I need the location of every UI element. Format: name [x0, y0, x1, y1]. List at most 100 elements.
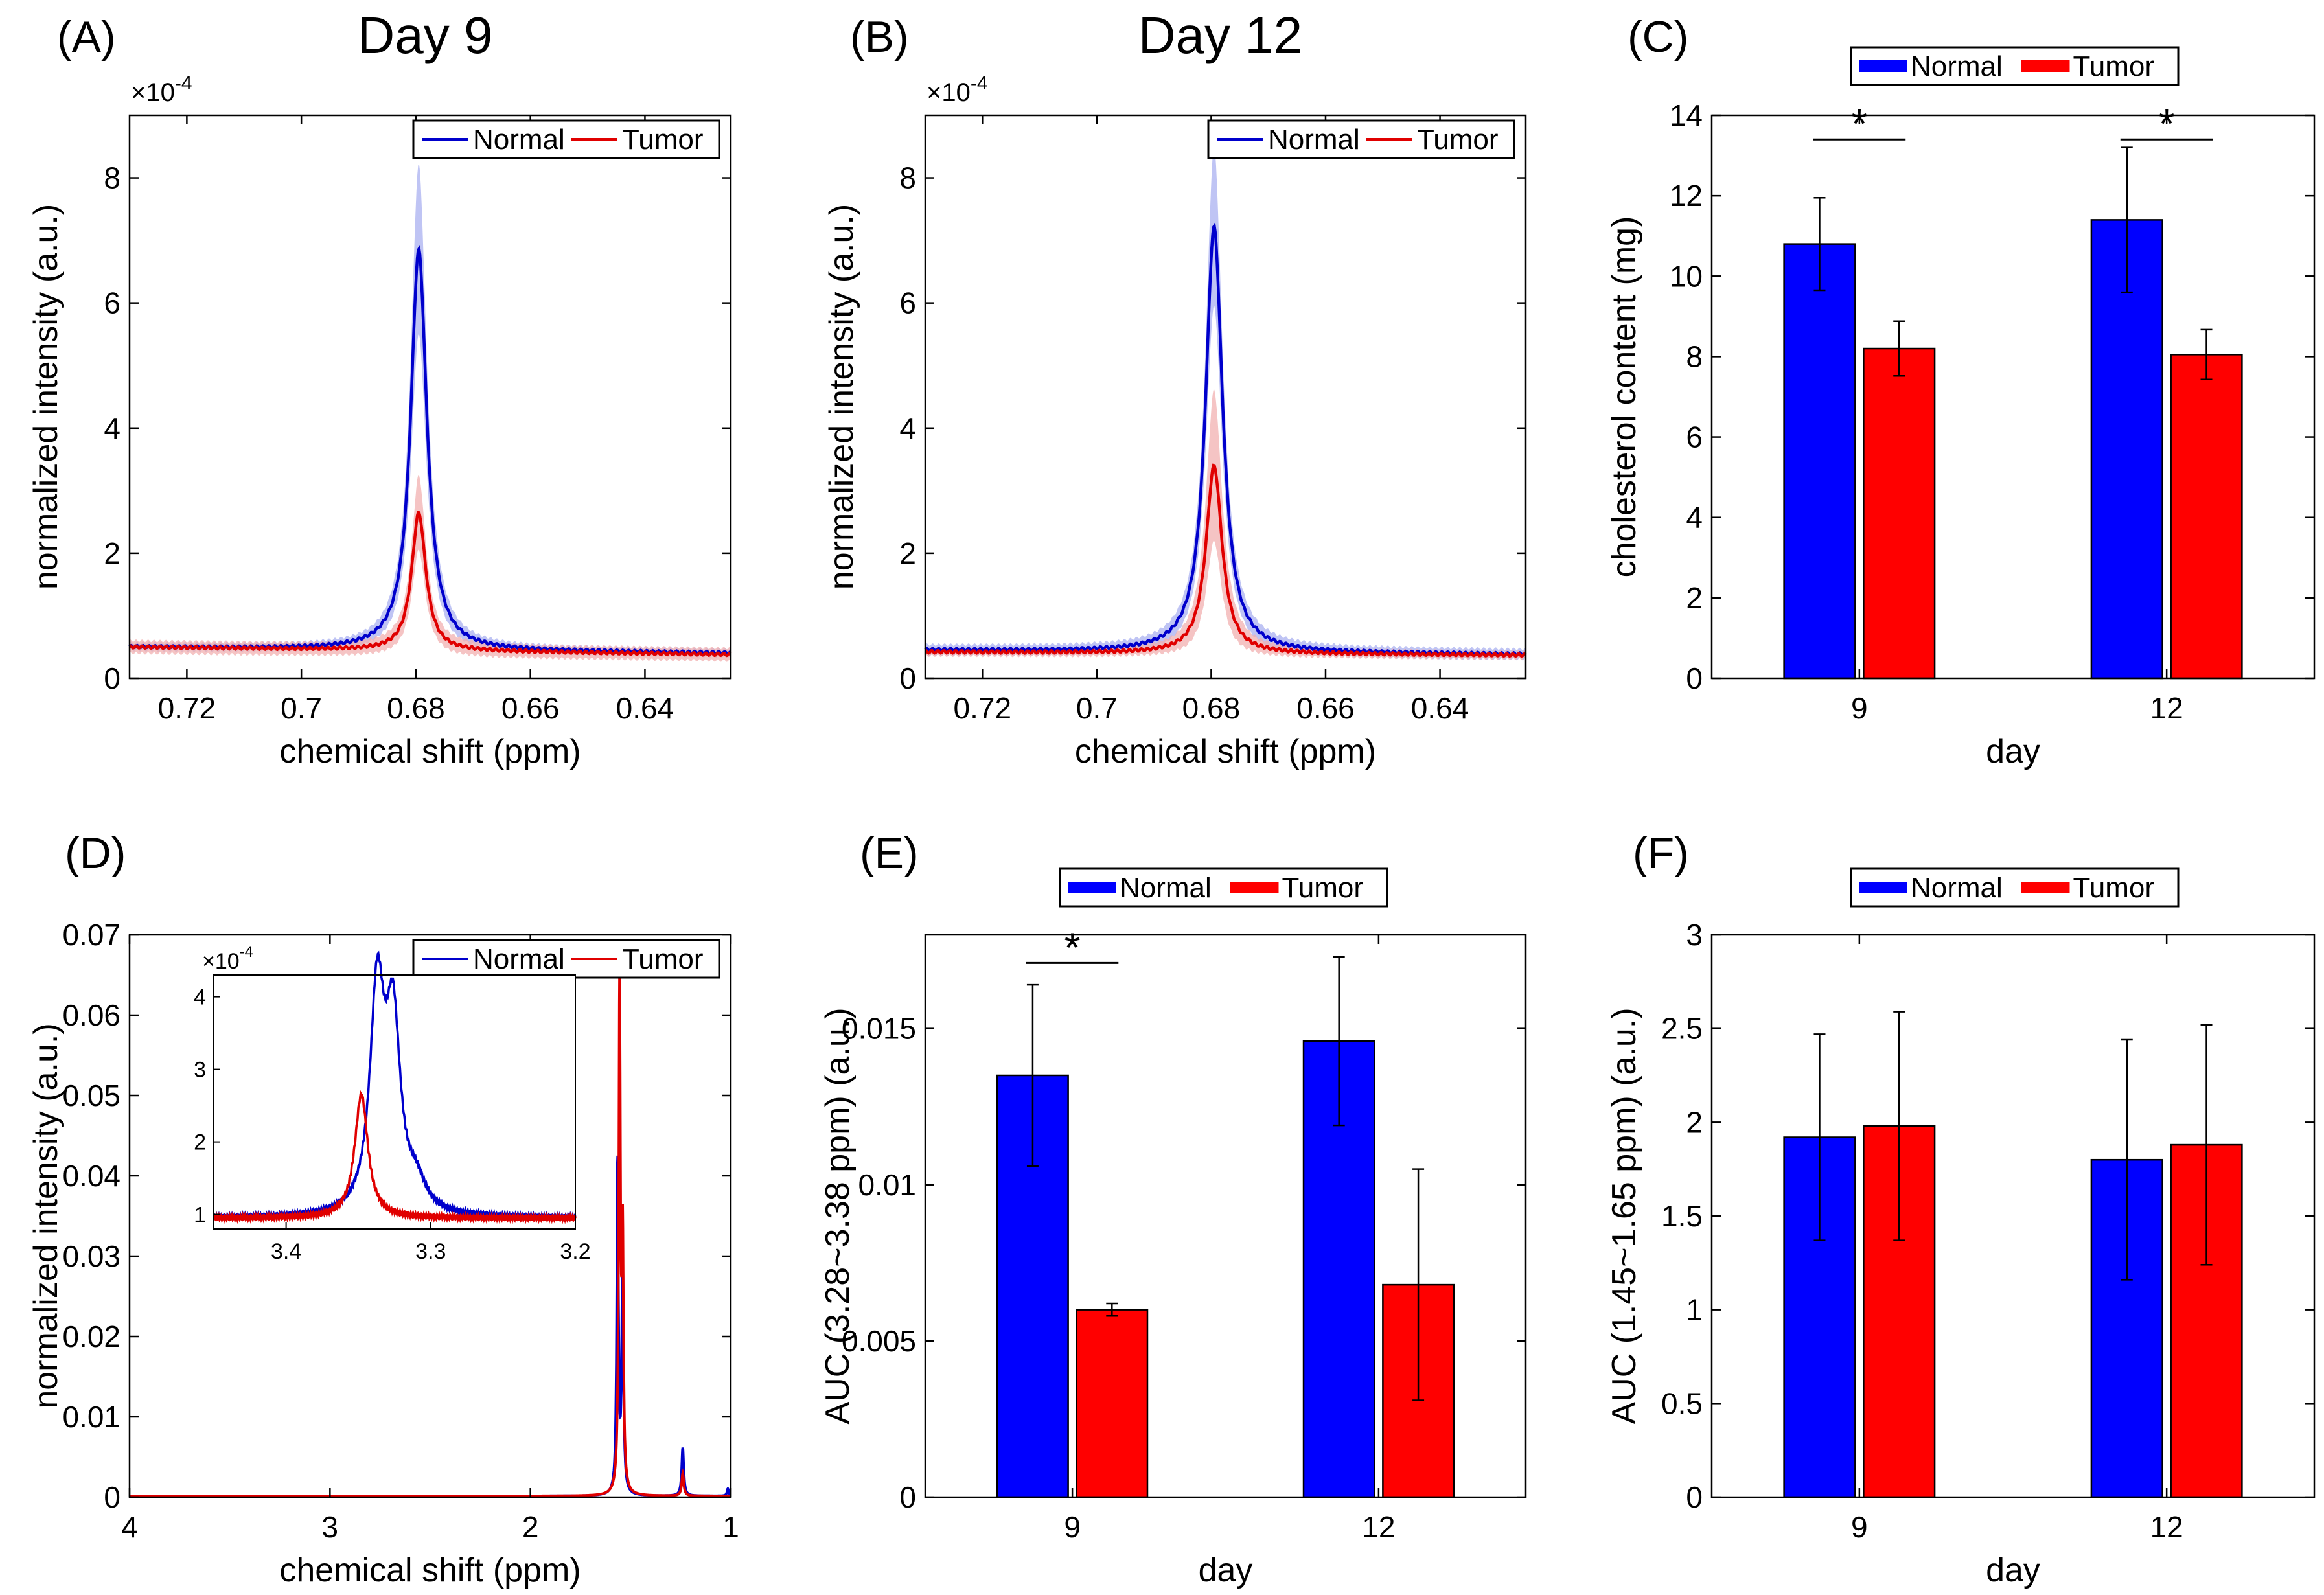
D-inset-ytick-label: 1 — [194, 1203, 206, 1228]
panel-A: 0 2 4 6 8 0.72 0.7 0.68 0.66 0.64 chemical shift (… — [27, 6, 732, 770]
F-ytick-label: 0 — [1686, 1480, 1703, 1514]
F-ytick-label: 2.5 — [1661, 1012, 1703, 1046]
B-band-tumor — [925, 389, 1526, 660]
E-ylabel: AUC (3.28~3.38 ppm) (a.u.) — [819, 1007, 857, 1424]
E-legend-swatch-tumor — [1230, 882, 1279, 893]
C-ytick-label: 10 — [1670, 259, 1703, 293]
panel-B: 0 2 4 6 8 0.72 0.7 0.68 0.66 0.64 chemical shift (… — [823, 6, 1527, 770]
panel-E: 9 12 * 0 0.005 0.01 0.015 day AUC (3.28~3.38 ppm… — [819, 829, 1527, 1589]
A-ylabel: normalized intensity (a.u.) — [27, 204, 65, 590]
F-xlabel: day — [1986, 1552, 2040, 1589]
B-xtick-label: 0.68 — [1182, 691, 1241, 725]
A-legend-normal: Normal — [473, 124, 565, 155]
A-title: Day 9 — [358, 6, 493, 64]
E-ytick-label: 0.01 — [858, 1168, 916, 1202]
F-legend-swatch-tumor — [2021, 882, 2070, 893]
B-multiplier: ×10-4 — [926, 73, 988, 107]
A-ytick-label: 4 — [104, 411, 121, 445]
D-inset-xtick-label: 3.3 — [415, 1239, 446, 1264]
A-axes-frame — [128, 114, 732, 680]
E-bar-tumor-day9 — [1076, 1309, 1149, 1498]
C-ylabel: cholesterol content (mg) — [1605, 216, 1643, 578]
F-legend-normal: Normal — [1911, 872, 2003, 904]
C-ytick-label: 2 — [1686, 581, 1703, 615]
F-xtick-label: 12 — [2150, 1510, 2183, 1544]
C-bar-normal-day9 — [1783, 243, 1856, 680]
C-legend-tumor: Tumor — [2073, 51, 2155, 82]
F-legend-tumor: Tumor — [2073, 872, 2155, 904]
D-inset-ytick-label: 2 — [194, 1130, 206, 1155]
E-legend-box — [1059, 867, 1388, 908]
C-significance-star: * — [2159, 100, 2175, 147]
D-inset-xtick-label: 3.4 — [271, 1239, 301, 1264]
B-legend-normal: Normal — [1268, 124, 1360, 155]
B-ytick-label: 0 — [899, 661, 916, 695]
B-line-tumor — [925, 463, 1527, 658]
C-axes-frame — [1710, 114, 2316, 680]
C-significance-star: * — [1851, 100, 1867, 147]
A-xtick-label: 0.64 — [616, 691, 674, 725]
C-legend-swatch-normal — [1859, 60, 1907, 72]
E-panel-label: (E) — [860, 829, 919, 878]
E-axes-frame — [924, 934, 1527, 1498]
D-xtick-label: 2 — [522, 1510, 539, 1544]
D-xtick-label: 3 — [322, 1510, 339, 1544]
E-xlabel: day — [1199, 1552, 1253, 1589]
F-ytick-label: 1.5 — [1661, 1199, 1703, 1233]
D-ytick-label: 0 — [104, 1480, 121, 1514]
D-inset-ytick-label: 3 — [194, 1058, 206, 1083]
B-xtick-label: 0.66 — [1296, 691, 1355, 725]
E-legend-normal: Normal — [1120, 872, 1212, 904]
D-inset-ytick-label: 4 — [194, 985, 206, 1010]
F-xtick-label: 9 — [1851, 1510, 1868, 1544]
B-panel-label: (B) — [850, 12, 909, 62]
A-line-tumor — [129, 511, 732, 658]
D-xlabel: chemical shift (ppm) — [279, 1552, 581, 1589]
A-legend-tumor: Tumor — [622, 124, 704, 155]
B-xtick-label: 0.64 — [1411, 691, 1469, 725]
B-ytick-label: 8 — [899, 161, 916, 195]
C-legend-normal: Normal — [1911, 51, 2003, 82]
E-legend-swatch-normal — [1068, 882, 1116, 893]
D-xtick-label: 1 — [722, 1510, 739, 1544]
D-ytick-label: 0.06 — [62, 998, 121, 1032]
A-xtick-label: 0.66 — [501, 691, 560, 725]
D-inset: 1 2 3 4 3.4 3.3 3.2 ×10-4 — [194, 943, 591, 1264]
B-ytick-label: 6 — [899, 286, 916, 320]
E-legend-tumor: Tumor — [1282, 872, 1364, 904]
panel-F: 9 12 0 0.5 1 1.5 2 2.5 3 day AUC (1.45~1.65 ppm) (… — [1605, 829, 2316, 1589]
D-legend-tumor: Tumor — [622, 943, 704, 975]
D-inset-bg — [214, 975, 575, 1229]
A-ytick-label: 2 — [104, 536, 121, 570]
A-ytick-label: 6 — [104, 286, 121, 320]
D-ytick-label: 0.07 — [62, 918, 121, 952]
E-xtick-label: 12 — [1362, 1510, 1395, 1544]
panel-D: 0 0.01 0.02 0.03 0.04 0.05 0.06 0.07 4 3 2 1 chemica… — [27, 829, 739, 1589]
D-ytick-label: 0.04 — [62, 1159, 121, 1193]
D-ylabel: normalized intensity (a.u.) — [27, 1023, 65, 1408]
D-inset-multiplier-exp: -4 — [240, 943, 253, 961]
D-inset-frame — [213, 974, 576, 1230]
D-inset-line-tumor — [213, 1090, 577, 1224]
D-ytick-label: 0.05 — [62, 1079, 121, 1112]
A-panel-label: (A) — [57, 12, 116, 62]
F-ytick-label: 3 — [1686, 918, 1703, 952]
C-xtick-label: 12 — [2150, 691, 2183, 725]
A-band-tumor — [130, 475, 731, 662]
F-ytick-label: 1 — [1686, 1293, 1703, 1327]
B-title: Day 12 — [1138, 6, 1302, 64]
C-ytick-label: 12 — [1670, 179, 1703, 212]
D-xtick-label: 4 — [121, 1510, 138, 1544]
A-xlabel: chemical shift (ppm) — [279, 733, 581, 770]
A-multiplier: ×10-4 — [131, 73, 192, 107]
D-panel-label: (D) — [65, 829, 126, 878]
B-ytick-label: 2 — [899, 536, 916, 570]
C-ytick-label: 0 — [1686, 661, 1703, 695]
D-line-tumor — [130, 965, 731, 1498]
F-legend-swatch-normal — [1859, 882, 1907, 893]
D-inset-xtick-label: 3.2 — [560, 1239, 590, 1264]
C-ytick-label: 14 — [1670, 98, 1703, 132]
C-ytick-label: 4 — [1686, 501, 1703, 534]
panel-C: 9 12 * * 0 2 4 6 8 10 12 14 day cholesterol content (… — [1605, 12, 2316, 770]
